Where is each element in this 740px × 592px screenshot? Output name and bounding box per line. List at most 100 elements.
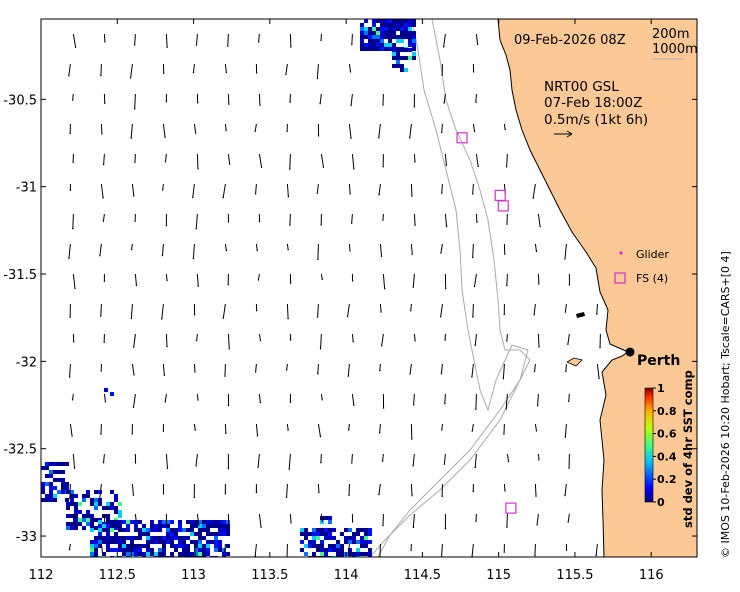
sst-pixel — [332, 544, 336, 548]
current-arrow — [533, 363, 536, 373]
current-arrow — [195, 33, 198, 46]
sst-pixel — [198, 520, 202, 524]
sst-pixel — [138, 552, 142, 556]
sst-pixel — [114, 540, 118, 544]
sst-pixel — [364, 47, 368, 51]
sst-pixel — [61, 462, 65, 466]
current-arrow — [410, 423, 413, 440]
sst-pixel — [106, 532, 110, 536]
sst-pixel — [122, 540, 126, 544]
sst-pixel — [316, 536, 320, 540]
sst-pixel — [408, 48, 412, 52]
sst-pixel — [392, 64, 396, 68]
current-arrow — [350, 93, 353, 107]
y-tick-label: -32 — [16, 355, 37, 370]
sst-pixel — [222, 548, 226, 552]
sst-pixel — [118, 528, 122, 532]
sst-pixel — [400, 31, 404, 35]
current-arrow — [533, 303, 536, 316]
sst-pixel — [384, 31, 388, 35]
sst-pixel — [202, 552, 206, 556]
sst-pixel — [384, 43, 388, 47]
sst-pixel — [110, 548, 114, 552]
sst-pixel — [182, 544, 186, 548]
sst-pixel — [49, 494, 53, 498]
sst-pixel — [400, 56, 404, 60]
current-arrow — [193, 123, 197, 134]
sst-pixel — [194, 524, 198, 528]
sst-pixel — [336, 544, 340, 548]
sst-pixel — [170, 540, 174, 544]
current-arrow — [316, 183, 319, 194]
sst-pixel — [226, 532, 230, 536]
sst-pixel — [122, 548, 126, 552]
sst-pixel — [166, 536, 170, 540]
sst-pixel — [360, 35, 364, 39]
x-tick-label: 115.5 — [556, 568, 593, 583]
current-arrow — [162, 363, 166, 377]
current-arrow — [72, 153, 74, 163]
sst-pixel — [154, 540, 158, 544]
sst-pixel — [364, 544, 368, 548]
sst-pixel — [198, 532, 202, 536]
current-arrow — [596, 363, 600, 380]
sst-pixel — [94, 490, 98, 494]
current-arrow — [196, 393, 199, 401]
sst-pixel — [162, 540, 166, 544]
sst-pixel — [368, 27, 372, 31]
sst-pixel — [348, 536, 352, 540]
current-arrow — [133, 33, 136, 46]
plot-frame — [40, 18, 698, 558]
sst-pixel — [90, 524, 94, 528]
current-arrow — [286, 303, 289, 320]
current-arrow — [100, 363, 102, 372]
sst-pixel — [114, 510, 118, 514]
current-arrow — [568, 273, 571, 286]
sst-pixel — [70, 502, 74, 506]
current-arrow — [475, 213, 478, 223]
current-arrow — [410, 543, 412, 552]
sst-pixel — [336, 548, 340, 552]
sst-pixel — [41, 486, 45, 490]
sst-pixel — [412, 56, 416, 60]
current-arrow — [165, 93, 168, 103]
sst-pixel — [304, 544, 308, 548]
sst-pixel — [146, 532, 150, 536]
sst-pixel — [70, 526, 74, 530]
current-arrow — [103, 273, 106, 282]
sst-pixel — [388, 43, 392, 47]
sst-pixel — [392, 31, 396, 35]
current-arrow — [595, 543, 598, 557]
colorbar-tick-label: 0.4 — [657, 450, 677, 463]
current-arrow — [347, 543, 350, 556]
sst-pixel — [408, 19, 412, 23]
current-arrow — [130, 243, 133, 251]
sst-pixel — [376, 19, 380, 23]
sst-pixel — [198, 544, 202, 548]
sst-pixel — [412, 35, 416, 39]
sst-pixel — [412, 52, 416, 56]
current-arrow — [102, 153, 105, 166]
sst-pixel — [320, 540, 324, 544]
sst-pixel — [106, 548, 110, 552]
sst-pixel — [94, 544, 98, 548]
current-arrow — [255, 243, 258, 252]
current-arrow — [347, 363, 350, 377]
sst-pixel — [364, 540, 368, 544]
sst-pixel — [404, 48, 408, 52]
sst-pixel — [384, 27, 388, 31]
current-arrow — [348, 123, 352, 139]
sst-pixel — [66, 490, 70, 494]
current-arrow — [378, 483, 381, 496]
current-arrow — [536, 393, 539, 407]
current-arrow — [72, 333, 75, 343]
sst-pixel — [360, 536, 364, 540]
sst-pixel — [312, 540, 316, 544]
current-arrow — [444, 153, 448, 166]
current-arrow — [224, 423, 227, 435]
sst-pixel — [404, 35, 408, 39]
sst-pixel — [142, 528, 146, 532]
sst-pixel — [364, 19, 368, 23]
sst-pixel — [78, 510, 82, 514]
current-arrow — [503, 243, 506, 255]
